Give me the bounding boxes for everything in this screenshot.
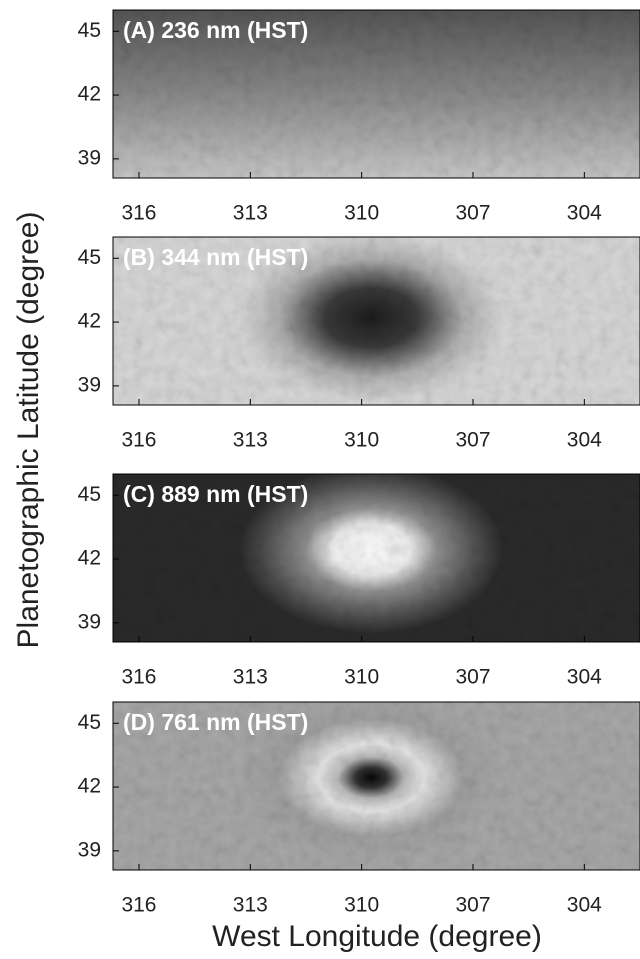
x-tick-label: 310 [344,894,379,917]
x-tick-label: 313 [233,429,268,452]
panel-title: (B) 344 nm (HST) [123,244,308,270]
x-tick-label: 316 [121,666,156,689]
panel-title: (C) 889 nm (HST) [123,481,308,507]
x-tick-label: 313 [233,666,268,689]
image-texture [113,10,640,178]
y-tick-label: 42 [78,547,101,570]
y-tick-label: 45 [78,246,101,269]
axes-frame [112,236,640,406]
x-tick-label: 304 [567,894,602,917]
x-tick-label: 310 [344,429,379,452]
image-texture [113,237,640,405]
y-axis-title: Planetographic Latitude (degree) [12,212,45,649]
y-tick-label: 39 [78,838,101,861]
x-tick-label: 307 [455,894,490,917]
y-tick-label: 45 [78,711,101,734]
panel-title: (D) 761 nm (HST) [123,709,308,735]
x-tick-label: 316 [121,894,156,917]
y-tick-label: 42 [78,775,101,798]
image-texture [113,474,640,642]
x-tick-label: 307 [455,429,490,452]
y-tick-label: 39 [78,610,101,633]
x-tick-label: 316 [121,202,156,225]
y-tick-label: 45 [78,19,101,42]
x-tick-label: 313 [233,894,268,917]
y-tick-label: 39 [78,146,101,169]
panel-title: (A) 236 nm (HST) [123,17,308,43]
x-tick-label: 310 [344,666,379,689]
axes-frame [112,701,640,871]
x-tick-label: 316 [121,429,156,452]
y-tick-label: 39 [78,373,101,396]
x-tick-label: 310 [344,202,379,225]
x-tick-label: 304 [567,429,602,452]
axes-frame [112,9,640,179]
image-texture [113,702,640,870]
x-tick-label: 307 [455,666,490,689]
x-tick-label: 313 [233,202,268,225]
y-tick-label: 42 [78,83,101,106]
y-tick-label: 45 [78,483,101,506]
x-tick-label: 304 [567,202,602,225]
x-tick-label: 307 [455,202,490,225]
x-axis-title: West Longitude (degree) [212,920,542,953]
x-tick-label: 304 [567,666,602,689]
y-tick-label: 42 [78,310,101,333]
axes-frame [112,473,640,643]
